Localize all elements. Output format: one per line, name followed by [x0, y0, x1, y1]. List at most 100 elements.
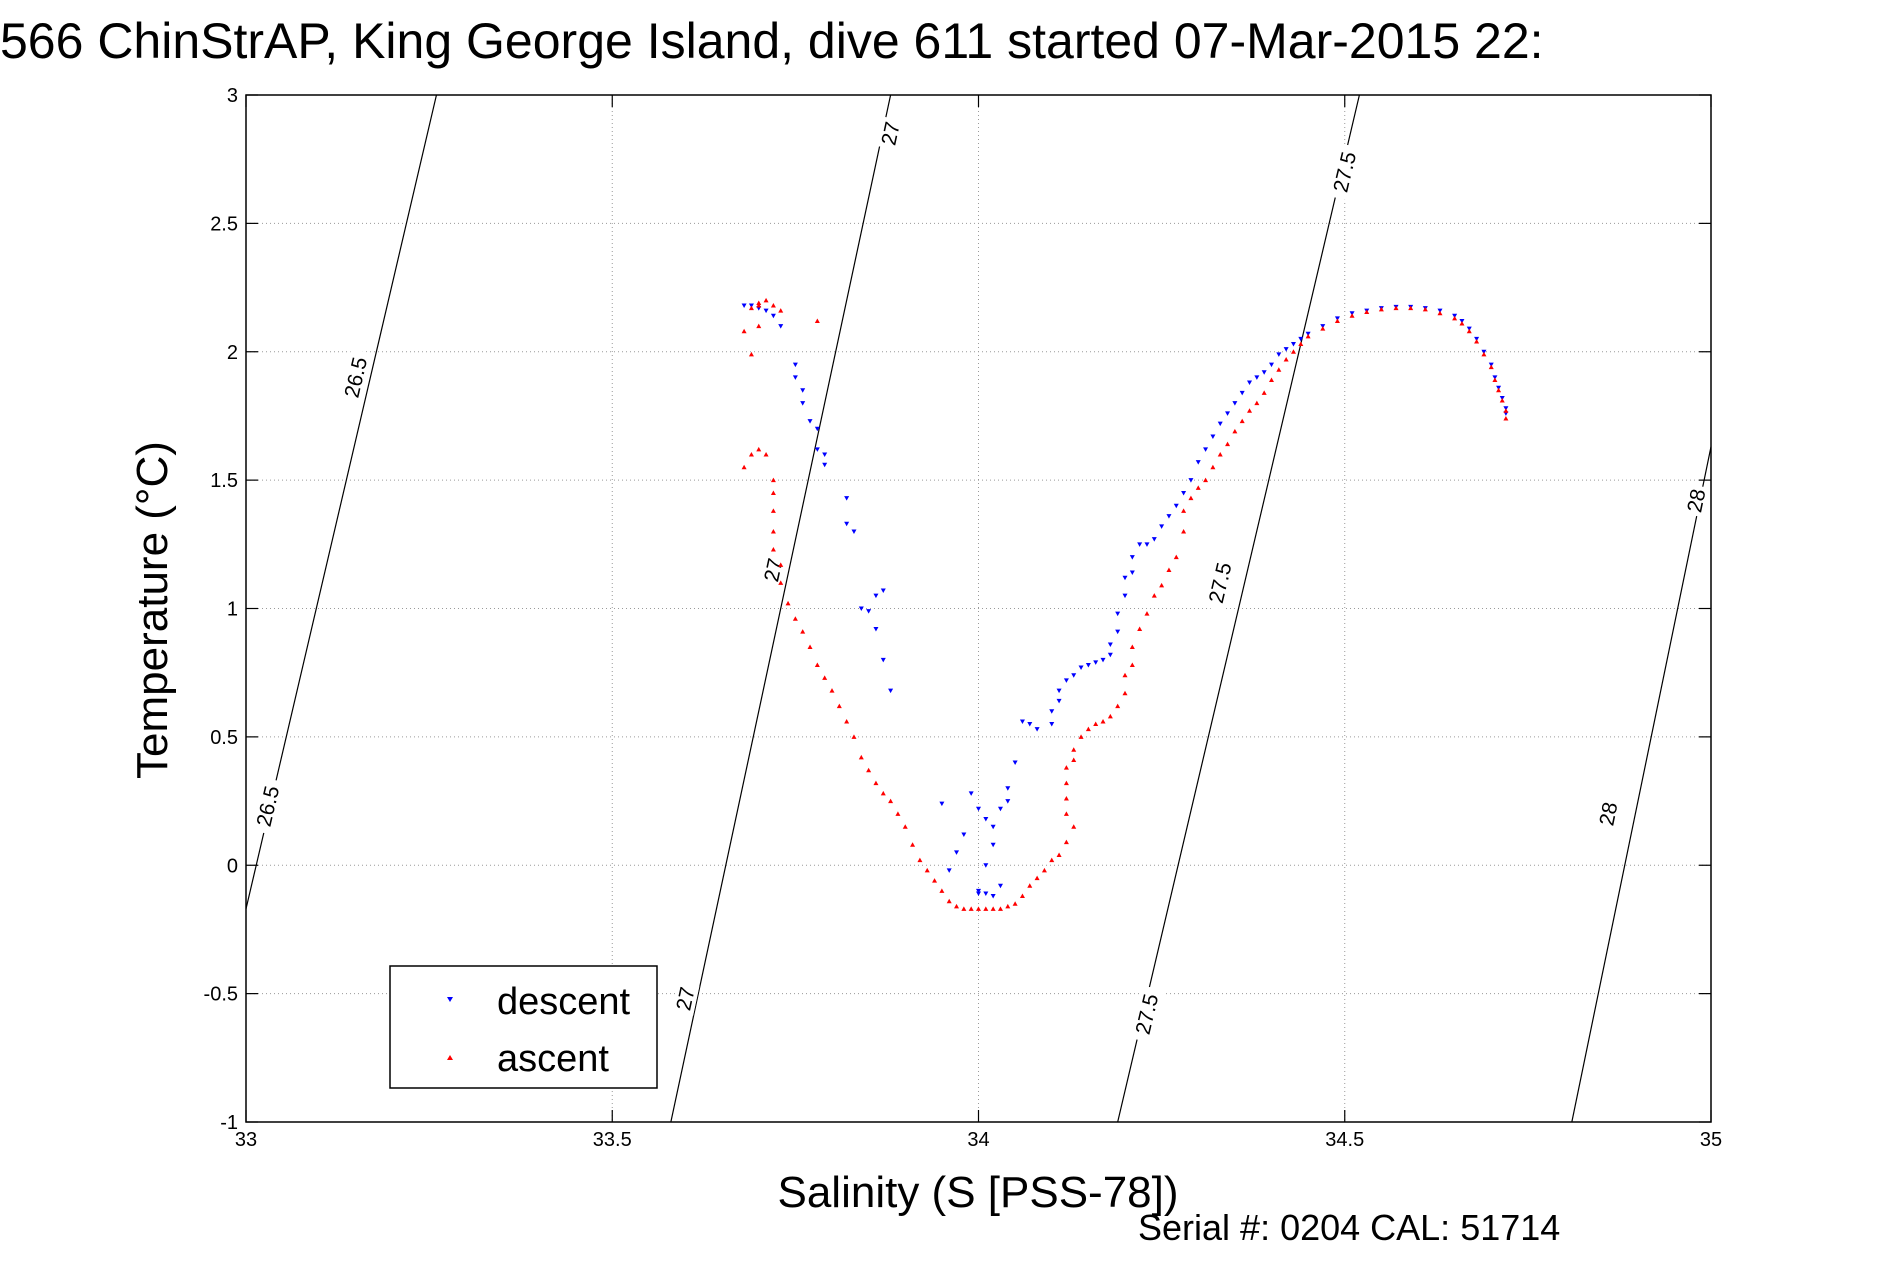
data-point-ascent — [763, 451, 769, 457]
density-contours — [245, 94, 1712, 1123]
contour-label: 26.5 — [251, 777, 285, 835]
data-point-ascent — [829, 688, 835, 693]
data-point-ascent — [1334, 318, 1340, 323]
data-point-ascent — [1210, 464, 1216, 470]
data-point-descent — [976, 891, 981, 896]
density-contour-line — [1117, 94, 1360, 1123]
data-point-descent — [800, 401, 806, 406]
data-point-descent — [800, 388, 806, 393]
y-tick-label: 3 — [227, 85, 238, 107]
data-point-descent — [888, 688, 894, 694]
data-point-descent — [844, 521, 850, 527]
data-point-descent — [1269, 362, 1274, 368]
data-point-ascent — [1408, 305, 1414, 311]
data-point-descent — [1078, 665, 1084, 671]
contour-label-text: 27 — [672, 985, 699, 1013]
data-point-descent — [1012, 760, 1018, 766]
data-point-descent — [844, 496, 850, 501]
data-point-descent — [822, 462, 828, 468]
contour-label-bg — [1594, 796, 1623, 831]
data-point-descent — [822, 452, 828, 457]
data-point-ascent — [1488, 364, 1494, 370]
contour-label: 27 — [671, 981, 700, 1016]
data-point-ascent — [1269, 377, 1274, 382]
data-point-ascent — [763, 297, 769, 303]
contour-label-bg — [339, 348, 373, 407]
data-point-ascent — [1063, 795, 1069, 801]
data-point-ascent — [778, 562, 784, 567]
data-point-ascent — [946, 898, 952, 904]
data-point-ascent — [1159, 582, 1165, 588]
legend-marker-descent — [447, 997, 453, 1002]
data-point-descent — [939, 801, 945, 807]
x-tick-labels: 33 33.5 34 34.5 35 — [235, 1129, 1722, 1151]
legend-marker-ascent — [447, 1055, 453, 1060]
data-point-descent — [1049, 709, 1055, 714]
y-tick-label: -0.5 — [204, 984, 238, 1006]
data-point-ascent — [1129, 662, 1135, 667]
data-point-descent — [792, 375, 798, 380]
y-tick-label: -1 — [220, 1112, 238, 1134]
data-point-ascent — [1056, 852, 1062, 857]
x-tick-label: 35 — [1700, 1129, 1722, 1151]
data-point-ascent — [770, 508, 776, 513]
data-point-ascent — [902, 824, 908, 829]
data-point-ascent — [888, 798, 894, 804]
data-point-ascent — [822, 675, 828, 680]
data-point-ascent — [770, 477, 776, 483]
contour-label-text: 27 — [877, 120, 904, 148]
chart-title: 566 ChinStrAP, King George Island, dive … — [0, 13, 1544, 69]
legend-box — [389, 965, 658, 1089]
data-point-descent — [1107, 652, 1113, 658]
contour-label-text: 27 — [760, 556, 787, 584]
data-point-ascent — [895, 811, 901, 816]
data-point-descent — [983, 817, 989, 822]
density-contour-labels: 26.5 26.5 27 27 27 27.5 27.5 27.5 28 28 — [251, 116, 1710, 1043]
data-point-descent — [954, 850, 960, 855]
data-point-descent — [763, 308, 769, 314]
data-point-ascent — [1305, 333, 1311, 339]
data-point-descent — [1276, 352, 1282, 357]
data-point-descent — [976, 806, 981, 812]
data-point-descent — [1254, 375, 1260, 380]
data-point-ascent — [997, 906, 1003, 911]
data-point-ascent — [880, 790, 886, 796]
data-point-ascent — [1071, 747, 1077, 752]
data-point-descent — [1181, 490, 1187, 496]
data-point-ascent — [1492, 377, 1498, 382]
data-point-descent — [1100, 657, 1106, 663]
data-point-ascent — [756, 300, 762, 305]
data-point-ascent — [1005, 903, 1011, 909]
data-point-ascent — [1349, 313, 1355, 318]
data-point-descent — [990, 824, 996, 830]
data-point-ascent — [756, 446, 762, 452]
data-point-descent — [880, 657, 886, 663]
data-point-descent — [1063, 678, 1069, 683]
data-point-ascent — [1063, 765, 1069, 770]
contour-label-text: 26.5 — [253, 784, 285, 829]
data-point-descent — [1107, 642, 1113, 647]
data-point-ascent — [748, 351, 754, 357]
data-point-ascent — [748, 451, 754, 457]
data-point-ascent — [1217, 451, 1223, 457]
data-point-descent — [1188, 478, 1194, 483]
data-point-descent — [983, 863, 989, 868]
data-point-ascent — [778, 580, 784, 585]
data-point-ascent — [1364, 309, 1370, 314]
contour-label-text: 27.5 — [1132, 992, 1164, 1037]
y-tick-label: 0.5 — [210, 727, 238, 749]
data-point-ascent — [778, 308, 784, 313]
density-contour-line — [1571, 446, 1712, 1123]
data-point-ascent — [1474, 338, 1480, 344]
contour-label-bg — [759, 553, 788, 587]
data-point-ascent — [851, 734, 857, 739]
data-point-descent — [741, 303, 747, 309]
data-point-ascent — [983, 906, 989, 911]
data-point-ascent — [1503, 416, 1509, 421]
contour-label-bg — [1327, 143, 1362, 201]
data-point-descent — [770, 313, 776, 319]
data-point-ascent — [814, 662, 820, 667]
data-point-ascent — [1071, 757, 1077, 762]
data-point-ascent — [976, 906, 981, 911]
data-point-ascent — [961, 906, 967, 911]
